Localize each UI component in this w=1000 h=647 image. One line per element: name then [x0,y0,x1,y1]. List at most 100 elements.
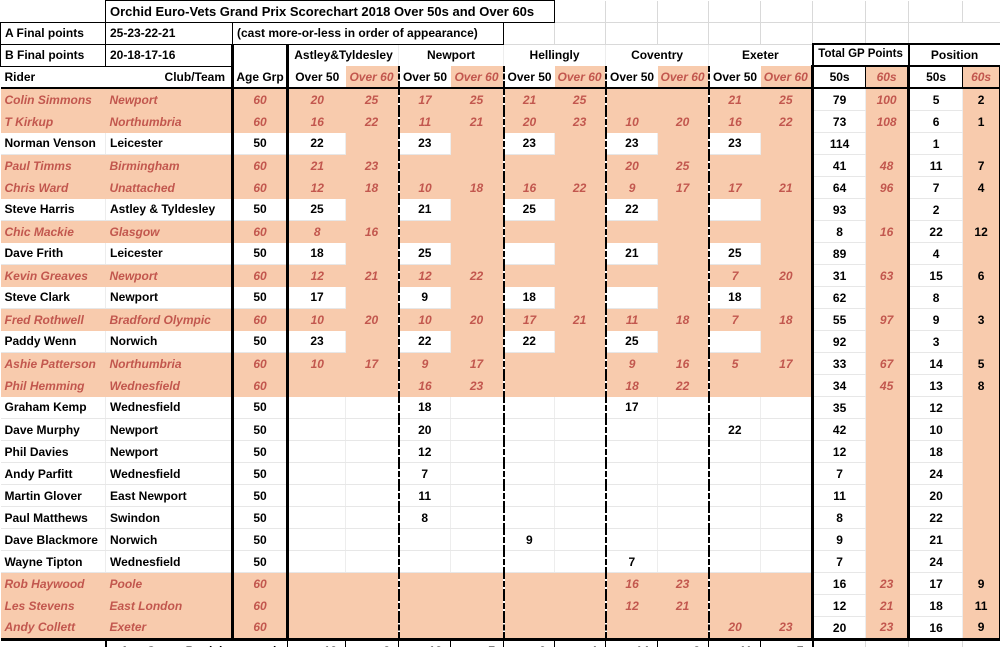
total-50-cell[interactable]: 16 [811,572,867,595]
total-60-cell[interactable] [865,528,909,551]
position-60-cell[interactable] [962,440,1000,463]
score-cell[interactable]: 10 [286,352,346,375]
score-cell[interactable] [554,264,606,287]
venue-header-coventry[interactable]: Coventry [605,44,709,66]
rider-name-cell[interactable]: Paddy Wenn [0,330,106,353]
score-cell[interactable]: 20 [286,88,346,111]
position-60-cell[interactable] [962,484,1000,507]
score-cell[interactable] [760,462,814,485]
score-cell[interactable]: 22 [554,176,606,199]
b-final-label[interactable]: B Final points [0,43,106,67]
empty-cell[interactable] [865,0,910,23]
position-60-cell[interactable] [962,462,1000,485]
score-cell[interactable] [707,220,761,243]
score-cell[interactable]: 18 [760,308,813,331]
score-cell[interactable]: 8 [286,220,346,243]
score-cell[interactable] [760,242,813,265]
score-cell[interactable] [450,572,504,595]
club-cell[interactable]: Poole [105,572,233,595]
score-cell[interactable] [657,264,709,287]
score-cell[interactable] [604,286,659,309]
position-50-cell[interactable]: 12 [907,396,964,419]
club-cell[interactable]: Astley & Tyldesley [105,198,233,221]
score-cell[interactable]: 12 [286,176,346,199]
empty-cell[interactable] [1,640,106,647]
club-cell[interactable]: Bradford Olympic [105,308,233,331]
total-50-cell[interactable]: 7 [811,550,867,573]
score-cell[interactable] [554,396,607,419]
score-cell[interactable]: 17 [707,176,761,199]
total-50-cell[interactable]: 62 [811,286,867,309]
total-50-cell[interactable]: 89 [811,242,867,265]
age-grp-cell[interactable]: 60 [231,110,288,133]
venue-header-newport[interactable]: Newport [398,44,504,66]
rider-name-cell[interactable]: Chris Ward [0,176,106,199]
score-cell[interactable] [450,550,504,573]
score-cell[interactable] [554,484,607,507]
score-cell[interactable] [502,374,555,397]
position-60-cell[interactable] [962,198,1000,221]
empty-cell[interactable] [657,0,710,23]
score-cell[interactable] [450,286,504,309]
club-cell[interactable]: Newport [105,88,233,111]
over50-header[interactable]: Over 50 [707,66,761,89]
score-cell[interactable] [554,198,606,221]
score-cell[interactable]: 25 [657,154,709,177]
score-cell[interactable]: 17 [760,352,813,375]
score-cell[interactable]: 8 [397,506,451,529]
score-cell[interactable] [657,88,709,111]
total-50-cell[interactable]: 20 [811,616,867,641]
club-cell[interactable]: Wednesfield [105,462,233,485]
age-grp-cell[interactable]: 50 [231,440,288,463]
position-60s-header[interactable]: 60s [962,66,1000,89]
age-grp-cell[interactable]: 50 [231,484,288,507]
score-cell[interactable] [397,154,451,177]
position-60-cell[interactable]: 9 [962,572,1000,595]
club-cell[interactable]: Exeter [105,616,233,641]
total-60-cell[interactable]: 67 [865,352,909,375]
score-cell[interactable]: 10 [397,176,451,199]
empty-cell[interactable] [605,0,659,23]
score-cell[interactable]: 22 [760,110,813,133]
position-60-cell[interactable]: 2 [962,88,1000,111]
score-cell[interactable] [760,550,814,573]
rider-name-cell[interactable]: T Kirkup [0,110,106,133]
rider-name-cell[interactable]: Andy Parfitt [0,462,106,485]
rider-name-cell[interactable]: Kevin Greaves [0,264,106,287]
position-50-cell[interactable]: 16 [907,616,964,641]
age-grp-cell[interactable]: 60 [231,264,288,287]
score-cell[interactable] [604,440,659,463]
score-cell[interactable] [554,528,607,551]
score-cell[interactable] [760,594,813,617]
score-cell[interactable]: 18 [397,396,451,419]
score-cell[interactable]: 23 [345,154,399,177]
total-60-cell[interactable]: 48 [865,154,909,177]
score-cell[interactable]: 17 [604,396,659,419]
score-cell[interactable]: 23 [707,132,762,155]
score-cell[interactable]: 23 [760,616,813,641]
score-cell[interactable]: 21 [286,154,346,177]
total-60-cell[interactable]: 23 [865,572,909,595]
position-50-cell[interactable]: 11 [907,154,964,177]
total-60-cell[interactable] [865,462,909,485]
venue-header-hellingly[interactable]: Hellingly [502,44,606,66]
score-cell[interactable]: 18 [286,242,346,265]
empty-cell[interactable] [1,1,106,23]
score-cell[interactable] [604,418,659,441]
score-cell[interactable] [657,286,709,309]
score-cell[interactable] [554,330,606,353]
score-cell[interactable]: 9 [502,528,556,551]
empty-cell[interactable] [908,0,964,23]
total-50-cell[interactable]: 31 [811,264,867,287]
score-cell[interactable]: 20 [345,308,399,331]
score-cell[interactable] [502,550,556,573]
total-50-cell[interactable]: 8 [811,220,867,243]
position-50-cell[interactable]: 2 [907,198,964,221]
position-50-cell[interactable]: 1 [907,132,964,155]
score-cell[interactable]: 21 [604,242,659,265]
score-cell[interactable]: 20 [604,154,658,177]
score-cell[interactable] [554,374,606,397]
score-cell[interactable] [345,594,399,617]
total-50-cell[interactable]: 12 [811,594,867,617]
total-60-cell[interactable] [865,198,909,221]
